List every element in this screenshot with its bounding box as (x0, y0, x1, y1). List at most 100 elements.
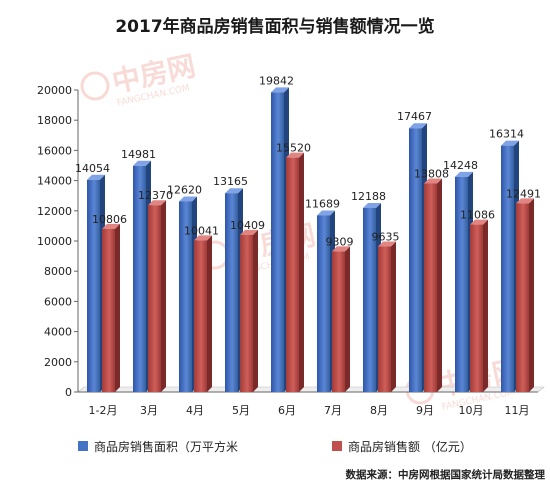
bar-area (363, 207, 376, 392)
y-tick-label: 16000 (37, 144, 72, 157)
data-label-area: 12620 (167, 183, 202, 196)
chart-title: 2017年商品房销售面积与销售额情况一览 (115, 16, 434, 37)
bar-sales (240, 234, 253, 392)
bar-sales-side (483, 219, 488, 392)
data-label-sales: 11086 (460, 209, 495, 222)
data-label-sales: 12491 (506, 187, 541, 200)
bar-area (87, 179, 100, 392)
x-tick-label: 4月 (186, 404, 204, 417)
bar-sales-side (207, 235, 212, 392)
data-label-sales: 13808 (414, 167, 449, 180)
bar-sales-top (102, 223, 120, 229)
legend: 商品房销售面积（万平方米 商品房销售额 （亿元） (78, 439, 472, 454)
source-note: 数据来源：中房网根据国家统计局数据整理 (345, 468, 546, 481)
y-tick-label: 10000 (37, 235, 72, 248)
bar-area (409, 128, 422, 393)
bar-sales (332, 251, 345, 392)
bar-sales-side (253, 229, 258, 392)
data-label-area: 13165 (213, 175, 248, 188)
bar-area-top (87, 174, 105, 180)
legend-swatch-area (78, 441, 88, 451)
bar-sales-top (194, 235, 212, 241)
bar-area (501, 145, 514, 392)
bar-sales-top (516, 198, 534, 204)
bar-area (271, 92, 284, 392)
data-label-sales: 10041 (184, 224, 219, 237)
bar-sales-top (470, 219, 488, 225)
data-label-area: 19842 (259, 74, 294, 87)
bar-sales-top (424, 178, 442, 184)
bar-area (179, 201, 192, 392)
y-tick-label: 4000 (44, 326, 72, 339)
bar-area (455, 176, 468, 392)
x-tick-label: 9月 (416, 404, 434, 417)
bar-area-top (225, 188, 243, 194)
data-label-sales: 10409 (230, 219, 265, 232)
data-label-area: 14248 (443, 159, 478, 172)
data-label-area: 12188 (351, 190, 386, 203)
bar-sales (378, 246, 391, 392)
bar-sales-top (332, 246, 350, 252)
y-tick-label: 2000 (44, 356, 72, 369)
bar-sales-side (115, 223, 120, 392)
bar-sales (516, 203, 529, 392)
bar-sales-side (529, 198, 534, 392)
data-label-sales: 9635 (372, 231, 400, 244)
bar-sales (424, 183, 437, 392)
bar-sales-side (161, 200, 166, 392)
bar-sales (102, 228, 115, 392)
y-tick-label: 18000 (37, 114, 72, 127)
bar-sales-side (437, 178, 442, 392)
bar-area-top (317, 210, 335, 216)
x-tick-label: 1-2月 (89, 404, 118, 417)
bar-sales-side (391, 241, 396, 392)
y-tick-label: 14000 (37, 175, 72, 188)
data-label-sales: 12370 (138, 189, 173, 202)
data-label-sales: 9309 (326, 235, 354, 248)
y-tick-label: 0 (65, 386, 72, 399)
y-tick-label: 12000 (37, 205, 72, 218)
bar-area-top (133, 160, 151, 166)
data-label-area: 11689 (305, 197, 340, 210)
bar-sales-top (378, 241, 396, 247)
bar-sales (194, 240, 207, 392)
bar-area-top (363, 202, 381, 208)
bar-sales (470, 224, 483, 392)
bar-area-top (455, 171, 473, 177)
legend-label-sales: 商品房销售额 （亿元） (348, 439, 472, 454)
x-tick-label: 5月 (232, 404, 250, 417)
data-label-area: 16314 (489, 128, 524, 141)
x-tick-label: 8月 (370, 404, 388, 417)
bar-sales-side (345, 246, 350, 392)
data-label-area: 14054 (75, 162, 110, 175)
data-label-area: 14981 (121, 148, 156, 161)
legend-swatch-sales (332, 441, 342, 451)
data-label-sales: 10806 (92, 213, 127, 226)
legend-label-area: 商品房销售面积（万平方米 (94, 439, 238, 454)
x-tick-label: 11月 (505, 404, 530, 417)
bar-sales-top (240, 229, 258, 235)
chart-bars (87, 87, 534, 393)
bar-sales-top (148, 200, 166, 206)
bar-area-top (501, 140, 519, 146)
x-tick-label: 6月 (278, 404, 296, 417)
x-tick-label: 10月 (459, 404, 484, 417)
x-tick-label: 7月 (324, 404, 342, 417)
bar-area (225, 193, 238, 392)
bar-area (133, 165, 146, 392)
x-tick-label: 3月 (140, 404, 158, 417)
bar-sales-top (286, 152, 304, 158)
data-label-sales: 15520 (276, 142, 311, 155)
y-tick-label: 6000 (44, 295, 72, 308)
bar-area-top (409, 123, 427, 129)
bar-area-top (271, 87, 289, 93)
bar-sales (286, 157, 299, 392)
y-tick-label: 20000 (37, 84, 72, 97)
y-tick-label: 8000 (44, 265, 72, 278)
bar-sales (148, 205, 161, 392)
bar-sales-side (299, 152, 304, 392)
data-label-area: 17467 (397, 110, 432, 123)
bar-area-top (179, 196, 197, 202)
